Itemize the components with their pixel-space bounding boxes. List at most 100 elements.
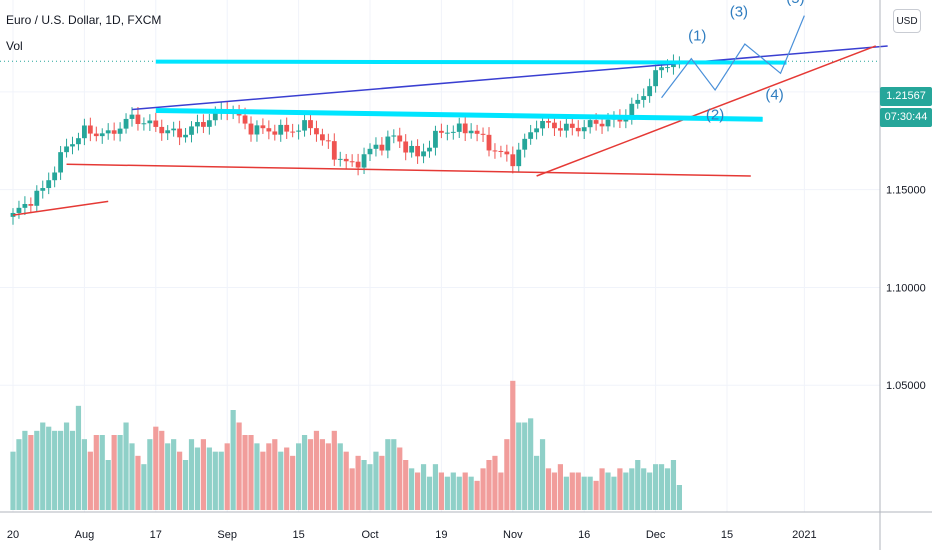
candle-body (123, 118, 129, 129)
candle-body (16, 207, 22, 213)
volume-bar (63, 422, 70, 510)
y-tick-label: 1.10000 (886, 282, 926, 294)
volume-bar (676, 485, 682, 510)
volume-bar (456, 476, 462, 510)
volume-bar (385, 439, 391, 510)
volume-bar (301, 435, 308, 510)
volume-bar (147, 439, 153, 510)
candle-body (284, 124, 290, 132)
x-tick-label: 19 (435, 529, 447, 541)
candle-body (242, 115, 248, 124)
currency-button[interactable]: USD (893, 9, 921, 33)
volume-bar (165, 443, 171, 510)
x-tick-label: 15 (721, 529, 733, 541)
volume-bar (22, 430, 28, 510)
candle-body (206, 120, 212, 127)
x-tick-label: Aug (75, 529, 95, 541)
candle-body (373, 144, 379, 149)
volume-bar (557, 464, 563, 510)
x-tick-label: 20 (7, 529, 19, 541)
volume-bar (171, 439, 177, 510)
candle-body (76, 138, 81, 145)
volume-bar (290, 455, 296, 510)
volume-bar (462, 472, 468, 510)
volume-bar (623, 472, 629, 510)
volume-bar (575, 472, 581, 510)
candle-body (105, 130, 111, 134)
volume-bar (105, 460, 111, 510)
volume-bar (81, 439, 87, 510)
candle-body (87, 125, 93, 134)
candle-body (552, 122, 557, 129)
candle-body (563, 123, 569, 131)
volume-bar (569, 472, 575, 510)
volume-bar (539, 439, 546, 510)
candle-body (28, 204, 34, 206)
candle-body (189, 126, 194, 135)
volume-bar (224, 443, 230, 510)
volume-bar (373, 451, 379, 510)
wave-label: (5) (786, 0, 804, 7)
trendline-rising-support (536, 45, 877, 177)
candle-body (129, 114, 135, 119)
volume-bar (653, 464, 659, 510)
volume-bar (379, 455, 385, 510)
candle-body (492, 150, 498, 152)
x-tick-label: 2021 (792, 529, 816, 541)
volume-bar (266, 443, 272, 510)
wave-label: (1) (688, 28, 706, 45)
candle-body (58, 152, 63, 173)
volume-bar (254, 443, 260, 510)
candle-body (427, 147, 432, 152)
volume-bar (605, 472, 611, 510)
wave-label: (4) (765, 87, 783, 104)
candle-body (403, 141, 409, 153)
candle-body (296, 130, 301, 132)
volume-bar (135, 455, 141, 510)
y-tick-label: 1.05000 (886, 380, 926, 392)
trendline-lower-support (66, 163, 751, 177)
candle-body (82, 125, 87, 139)
candle-body (331, 141, 337, 160)
volume-bar (510, 380, 516, 510)
candle-body (343, 158, 349, 162)
volume-bar (248, 435, 254, 510)
candle-body (587, 120, 593, 128)
volume-bar (647, 472, 653, 510)
candle-body (260, 125, 266, 129)
candle-body (290, 131, 296, 133)
volume-bar (528, 418, 534, 510)
candle-body (462, 123, 468, 134)
volume-bar (331, 430, 337, 510)
elliott-wave-path (661, 15, 805, 99)
candle-body (480, 133, 486, 135)
x-tick-label: Dec (646, 529, 666, 541)
candle-body (195, 122, 200, 127)
volume-bar (337, 443, 343, 510)
candle-body (22, 204, 28, 208)
volume-bar (159, 430, 165, 510)
candle-body (278, 124, 284, 135)
volume-bar (46, 426, 52, 510)
candle-body (314, 128, 319, 135)
volume-bar (182, 460, 189, 510)
x-tick-label: Sep (217, 529, 237, 541)
candle-body (93, 133, 99, 137)
volume-bar (658, 464, 665, 510)
candle-body (64, 146, 69, 153)
volume-bar (468, 476, 474, 510)
volume-bar (367, 464, 373, 510)
volume-bar (212, 451, 218, 510)
volume-bar (450, 472, 456, 510)
candle-body (558, 128, 563, 131)
candle-body (534, 128, 539, 133)
candle-body (34, 190, 40, 206)
volume-bar (551, 472, 558, 510)
volume-bar (236, 422, 242, 510)
volume-indicator-label[interactable]: Vol (6, 39, 23, 53)
volume-bar (272, 439, 278, 510)
candle-body (599, 123, 605, 127)
candle-body (498, 150, 504, 152)
